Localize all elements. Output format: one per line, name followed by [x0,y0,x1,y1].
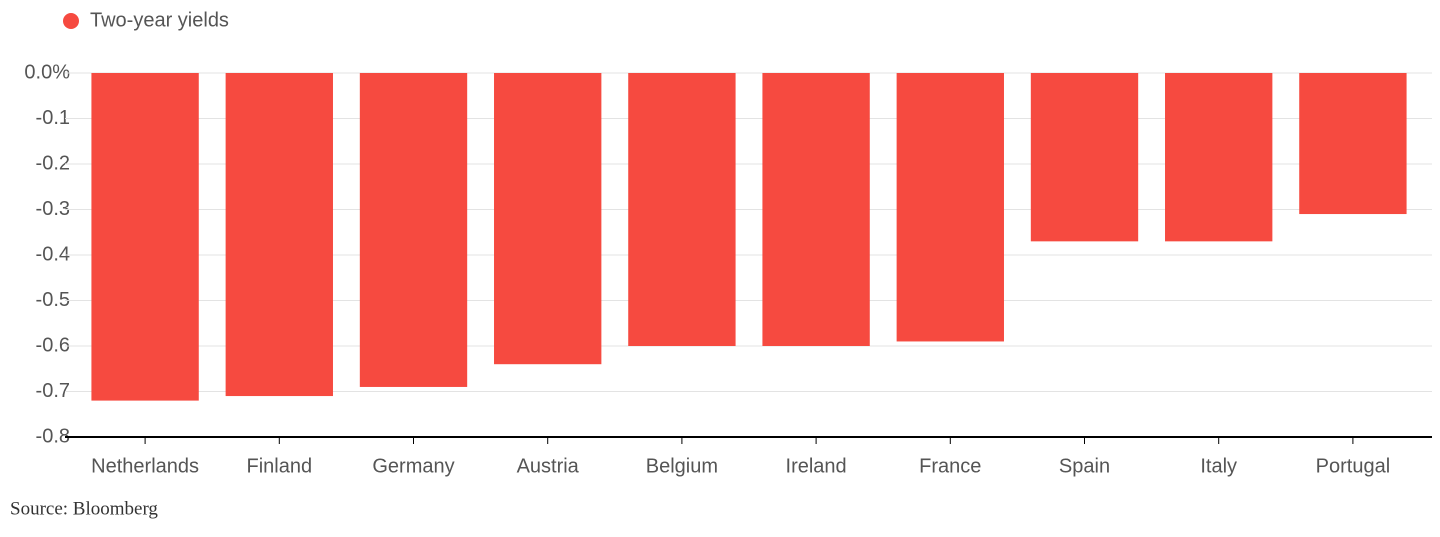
legend-label: Two-year yields [90,9,229,31]
y-tick-label: -0.1 [36,107,70,129]
x-tick-label: Netherlands [91,455,199,477]
x-tick-label: France [919,455,981,477]
bar [762,73,870,346]
x-tick-label: Italy [1200,455,1237,477]
bar [896,73,1004,342]
bar [1165,73,1273,242]
bar [359,73,468,387]
legend-swatch [63,13,79,29]
y-tick-label: -0.5 [36,289,70,311]
bar [1030,73,1139,242]
y-tick-label: -0.6 [36,334,70,356]
x-tick-label: Ireland [786,455,847,477]
y-tick-label: -0.8 [36,425,70,447]
y-tick-label: -0.2 [36,152,70,174]
source: Source: Bloomberg [10,498,158,519]
x-tick-label: Spain [1059,455,1110,477]
x-tick-label: Finland [246,455,312,477]
bar [628,73,736,346]
y-tick-label: -0.4 [36,243,70,265]
y-tick-label: -0.3 [36,198,70,220]
x-tick-label: Austria [517,455,580,477]
bar [91,73,199,401]
x-tick-label: Germany [372,455,454,477]
bar [225,73,333,397]
y-tick-label: -0.7 [36,380,70,402]
x-tick-label: Belgium [646,455,718,477]
x-tick-label: Portugal [1316,455,1391,477]
bar [1299,73,1407,215]
y-tick-label: 0.0% [24,61,70,83]
bar [494,73,602,365]
